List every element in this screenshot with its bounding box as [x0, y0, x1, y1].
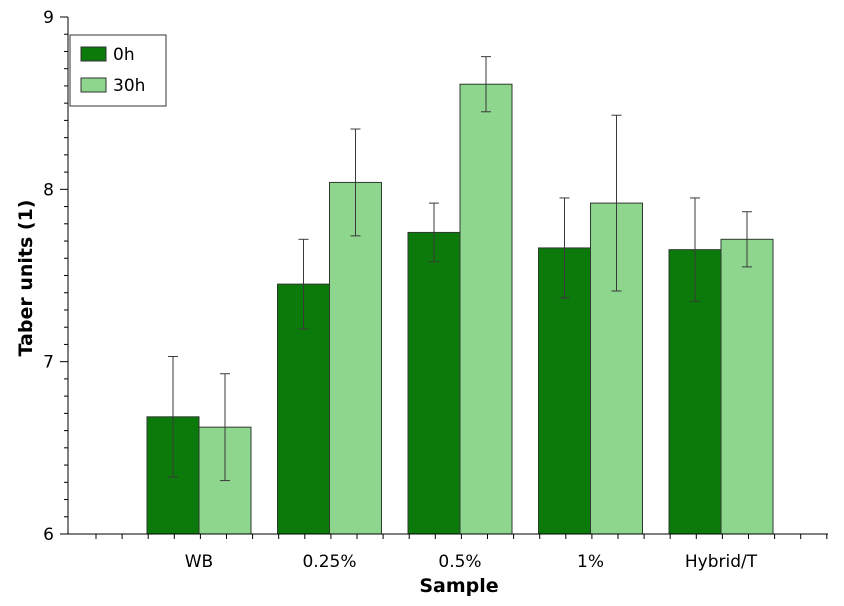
y-tick-label: 9 — [43, 8, 54, 28]
bars-layer — [147, 84, 773, 534]
x-tick-label: 0.25% — [302, 552, 356, 572]
legend-swatch-0h — [81, 47, 106, 61]
bar-30h-Hybrid/T — [721, 239, 773, 534]
y-tick-label: 7 — [43, 353, 54, 373]
y-tick-label: 6 — [43, 525, 54, 545]
legend: 0h 30h — [70, 35, 166, 106]
bar-30h-0.5% — [460, 84, 512, 534]
y-ticks: 6 7 8 9 — [43, 8, 68, 545]
x-tick-label: Hybrid/T — [685, 552, 758, 572]
legend-label-30h: 30h — [113, 76, 145, 96]
legend-label-0h: 0h — [113, 45, 135, 65]
x-axis-title: Sample — [419, 575, 498, 597]
y-axis-title: Taber units (1) — [15, 200, 37, 357]
x-ticks: WB 0.25% 0.5% 1% Hybrid/T — [96, 534, 827, 572]
legend-swatch-30h — [81, 78, 106, 92]
x-tick-label: WB — [185, 552, 213, 572]
bar-0h-0.5% — [408, 232, 460, 534]
y-tick-label: 8 — [43, 180, 54, 200]
x-tick-label: 0.5% — [438, 552, 481, 572]
x-tick-label: 1% — [577, 552, 604, 572]
